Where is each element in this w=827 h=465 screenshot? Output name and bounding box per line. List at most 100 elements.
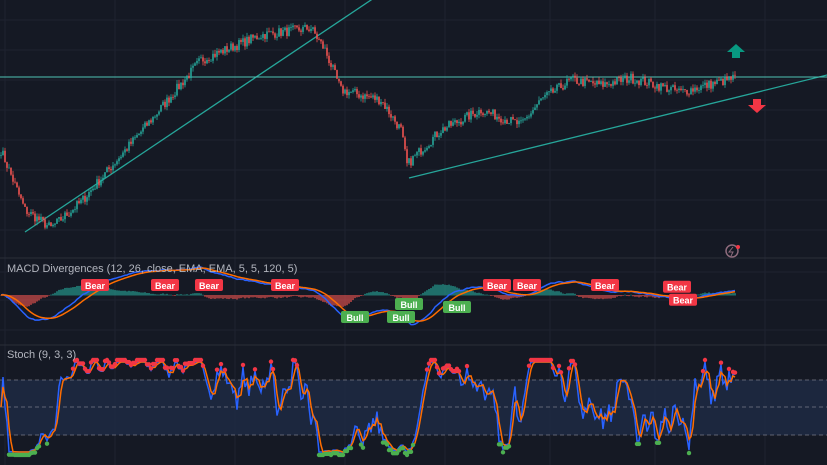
candle-body xyxy=(628,80,630,83)
candle-body xyxy=(74,209,76,211)
macd-histogram-bar xyxy=(378,291,380,296)
overbought-dot xyxy=(86,368,92,374)
candle-body xyxy=(670,87,672,91)
oversold-dot xyxy=(36,444,42,449)
overbought-dot xyxy=(240,362,246,368)
candle-body xyxy=(658,84,660,91)
macd-histogram-bar xyxy=(598,295,600,299)
macd-histogram-bar xyxy=(602,295,604,300)
candle-body xyxy=(132,137,134,144)
macd-histogram-bar xyxy=(208,295,210,299)
candle-body xyxy=(514,119,516,121)
candle-body xyxy=(250,34,252,44)
candle-body xyxy=(714,81,716,85)
candle-body xyxy=(238,40,240,50)
candle-body xyxy=(712,81,714,89)
macd-histogram-bar xyxy=(196,293,198,296)
macd-histogram-bar xyxy=(442,284,444,296)
macd-histogram-bar xyxy=(508,295,510,300)
candle-body xyxy=(106,167,108,173)
macd-histogram-bar xyxy=(276,295,278,299)
macd-histogram-bar xyxy=(72,287,74,296)
candle-body xyxy=(594,83,596,85)
candle-body xyxy=(218,50,220,53)
candle-body xyxy=(544,95,546,98)
candle-body xyxy=(262,34,264,38)
macd-histogram-bar xyxy=(320,295,322,301)
label-text: Bear xyxy=(155,281,176,291)
candle-body xyxy=(682,89,684,90)
macd-histogram-bar xyxy=(616,295,618,297)
macd-histogram-bar xyxy=(256,295,258,298)
macd-histogram-bar xyxy=(110,289,112,296)
candle-body xyxy=(454,120,456,123)
macd-histogram-bar xyxy=(370,292,372,296)
macd-histogram-bar xyxy=(578,295,580,297)
macd-histogram-bar xyxy=(348,295,350,304)
macd-histogram-bar xyxy=(478,292,480,296)
macd-histogram-bar xyxy=(184,294,186,296)
macd-histogram-bar xyxy=(112,289,114,296)
candle-body xyxy=(478,109,480,115)
candle-body xyxy=(632,73,634,84)
candle-body xyxy=(306,25,308,30)
overbought-dot xyxy=(160,357,166,363)
candle-body xyxy=(206,60,208,64)
macd-histogram-bar xyxy=(580,295,582,297)
macd-histogram-bar xyxy=(326,295,328,304)
candle-body xyxy=(546,92,548,96)
candle-body xyxy=(154,116,156,118)
macd-histogram-bar xyxy=(268,295,270,298)
macd-histogram-bar xyxy=(306,295,308,298)
oversold-dot xyxy=(636,441,642,447)
candle-body xyxy=(664,85,666,87)
macd-histogram-bar xyxy=(614,295,616,298)
candle-body xyxy=(62,219,64,221)
macd-histogram-bar xyxy=(426,290,428,296)
candle-body xyxy=(450,121,452,126)
macd-histogram-bar xyxy=(628,295,630,297)
macd-histogram-bar xyxy=(166,293,168,296)
macd-legend[interactable]: MACD Divergences (12, 26, close, EMA, EM… xyxy=(7,263,297,276)
macd-histogram-bar xyxy=(640,295,642,297)
candle-body xyxy=(640,78,642,86)
overbought-dot xyxy=(170,365,176,371)
macd-histogram-bar xyxy=(338,295,340,307)
up-arrow-icon xyxy=(727,44,745,58)
candle-body xyxy=(342,85,344,94)
oversold-dot xyxy=(400,446,406,451)
macd-histogram-bar xyxy=(380,292,382,296)
candle-body xyxy=(246,36,248,47)
stoch-legend[interactable]: Stoch (9, 3, 3) xyxy=(7,349,76,362)
candle-body xyxy=(350,91,352,93)
macd-histogram-bar xyxy=(564,293,566,296)
macd-histogram-bar xyxy=(424,291,426,296)
macd-histogram-bar xyxy=(400,295,402,298)
candle-body xyxy=(560,83,562,89)
candle-body xyxy=(24,203,26,207)
candle-body xyxy=(660,83,662,91)
candle-body xyxy=(410,158,412,166)
macd-histogram-bar xyxy=(328,295,330,305)
macd-histogram-bar xyxy=(50,294,52,296)
macd-histogram-bar xyxy=(102,288,104,296)
candle-body xyxy=(656,84,658,89)
macd-histogram-bar xyxy=(624,294,626,296)
candle-body xyxy=(200,57,202,59)
candle-body xyxy=(678,88,680,90)
lightning-icon xyxy=(725,244,740,258)
candle-body xyxy=(86,197,88,202)
candle-body xyxy=(602,81,604,87)
oversold-dot xyxy=(388,447,394,453)
macd-histogram-bar xyxy=(334,295,336,306)
candle-body xyxy=(438,135,440,138)
candle-body xyxy=(128,141,130,151)
candle-body xyxy=(244,38,246,47)
candle-body xyxy=(476,114,478,117)
candle-body xyxy=(474,113,476,117)
label-box xyxy=(81,279,109,291)
candle-body xyxy=(16,182,18,188)
bear-label: Bear xyxy=(271,279,299,291)
candle-body xyxy=(18,187,20,195)
